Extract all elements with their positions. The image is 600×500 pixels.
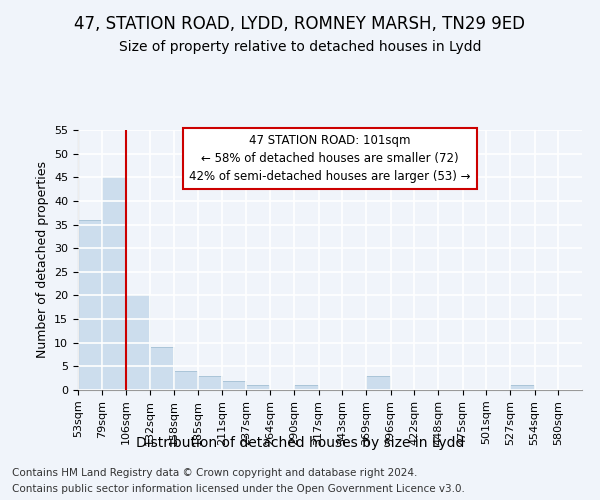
Bar [366, 376, 389, 390]
Bar [294, 386, 317, 390]
Text: 47, STATION ROAD, LYDD, ROMNEY MARSH, TN29 9ED: 47, STATION ROAD, LYDD, ROMNEY MARSH, TN… [74, 15, 526, 33]
Y-axis label: Number of detached properties: Number of detached properties [35, 162, 49, 358]
Bar [127, 296, 150, 390]
Bar [199, 376, 222, 390]
Text: 47 STATION ROAD: 101sqm
← 58% of detached houses are smaller (72)
42% of semi-de: 47 STATION ROAD: 101sqm ← 58% of detache… [189, 134, 471, 183]
Text: Size of property relative to detached houses in Lydd: Size of property relative to detached ho… [119, 40, 481, 54]
Bar [150, 348, 173, 390]
Text: Distribution of detached houses by size in Lydd: Distribution of detached houses by size … [136, 436, 464, 450]
Bar [245, 386, 269, 390]
Bar [510, 386, 533, 390]
Text: Contains public sector information licensed under the Open Government Licence v3: Contains public sector information licen… [12, 484, 465, 494]
Bar [78, 220, 101, 390]
Bar [222, 380, 245, 390]
Bar [101, 178, 125, 390]
Bar [173, 371, 197, 390]
Text: Contains HM Land Registry data © Crown copyright and database right 2024.: Contains HM Land Registry data © Crown c… [12, 468, 418, 477]
